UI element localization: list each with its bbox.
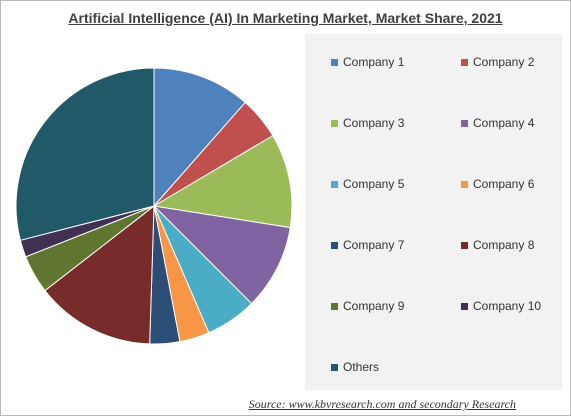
source-note: Source: www.kbvresearch.com and secondar… bbox=[248, 397, 516, 411]
legend-swatch bbox=[331, 180, 338, 188]
legend-item-company-9: Company 9 bbox=[331, 299, 404, 313]
pie-slice-company-8 bbox=[44, 204, 155, 345]
chart-title: Artificial Intelligence (AI) In Marketin… bbox=[68, 10, 503, 26]
legend-label: Company 10 bbox=[473, 299, 542, 313]
legend-swatch bbox=[331, 241, 338, 249]
legend-label: Company 1 bbox=[343, 55, 405, 69]
pie-slice-company-1 bbox=[153, 67, 246, 208]
legend-item-company-4: Company 4 bbox=[461, 116, 534, 130]
legend-item-company-7: Company 7 bbox=[331, 238, 404, 252]
legend-swatch bbox=[461, 180, 468, 188]
legend-item-company-5: Company 5 bbox=[331, 177, 404, 191]
legend-item-company-2: Company 2 bbox=[461, 55, 534, 69]
legend-label: Others bbox=[343, 360, 380, 374]
legend-swatch bbox=[331, 302, 338, 310]
legend-label: Company 4 bbox=[473, 116, 535, 130]
pie-slice-company-3 bbox=[152, 135, 293, 229]
legend: Company 1 Company 2 Company 3 Company 4 Comp… bbox=[305, 34, 562, 390]
legend-label: Company 9 bbox=[343, 299, 405, 313]
pie-chart bbox=[15, 67, 293, 345]
legend-swatch bbox=[461, 241, 468, 249]
legend-swatch bbox=[331, 58, 338, 66]
legend-label: Company 6 bbox=[473, 177, 535, 191]
legend-label: Company 2 bbox=[473, 55, 535, 69]
legend-swatch bbox=[461, 119, 468, 127]
legend-swatch bbox=[331, 363, 338, 371]
legend-label: Company 3 bbox=[343, 116, 405, 130]
legend-swatch bbox=[461, 302, 468, 310]
legend-item-company-10: Company 10 bbox=[461, 299, 541, 313]
legend-swatch bbox=[461, 58, 468, 66]
legend-swatch bbox=[331, 119, 338, 127]
legend-label: Company 7 bbox=[343, 238, 405, 252]
legend-label: Company 5 bbox=[343, 177, 405, 191]
legend-item-others: Others bbox=[331, 360, 379, 374]
pie-slice-company-4 bbox=[152, 205, 291, 305]
legend-item-company-8: Company 8 bbox=[461, 238, 534, 252]
legend-item-company-1: Company 1 bbox=[331, 55, 404, 69]
legend-label: Company 8 bbox=[473, 238, 535, 252]
legend-item-company-6: Company 6 bbox=[461, 177, 534, 191]
pie-slice-others bbox=[15, 67, 155, 241]
legend-item-company-3: Company 3 bbox=[331, 116, 404, 130]
